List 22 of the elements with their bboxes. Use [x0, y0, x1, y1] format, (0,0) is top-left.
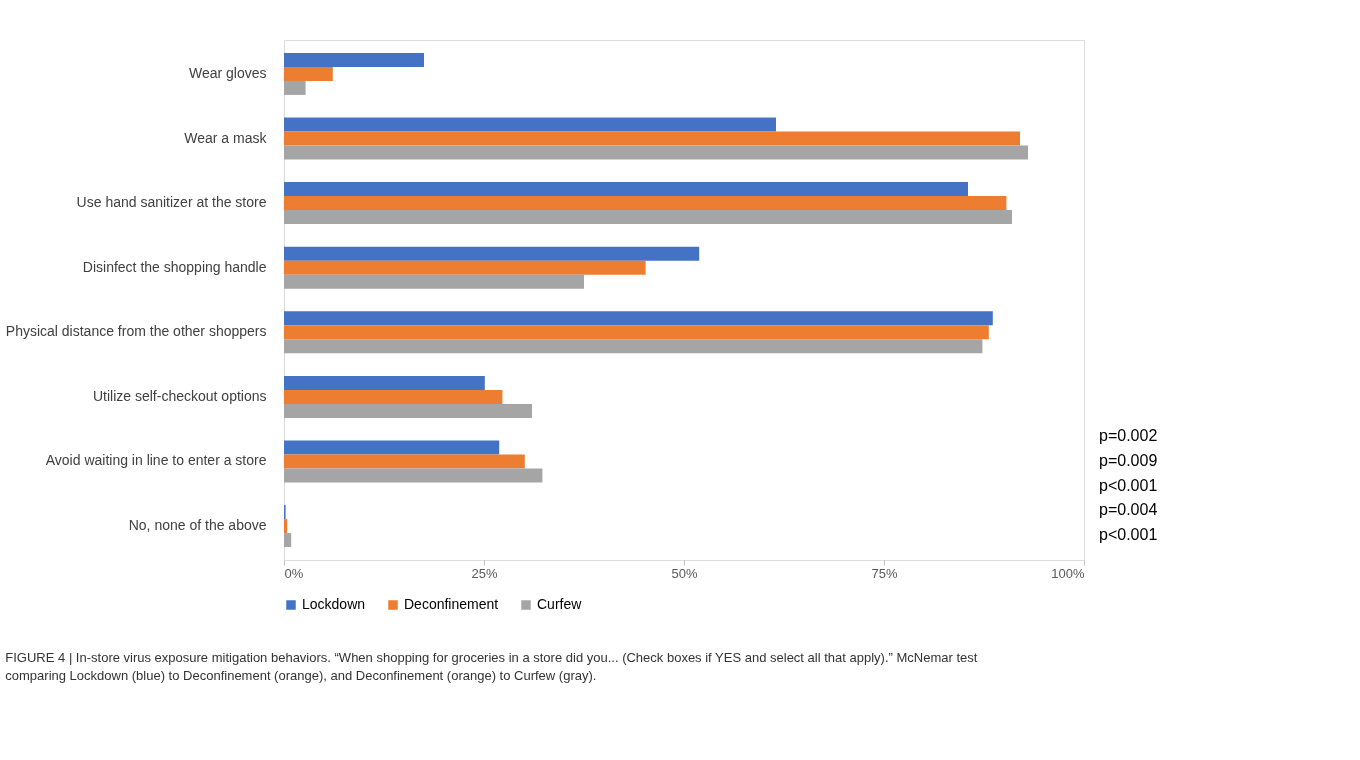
- y-tick-label: Use hand sanitizer at the store: [76, 194, 267, 211]
- y-tick-label: Disinfect the shopping handle: [82, 258, 267, 275]
- text: p<0.001: [1099, 526, 1158, 544]
- y-tick-label: Avoid waiting in line to enter a store: [45, 452, 267, 469]
- y-tick-label: Wear gloves: [188, 64, 267, 81]
- x-tick-label: 50%: [671, 565, 698, 581]
- x-tick-label: 0%: [284, 565, 304, 581]
- y-tick-label: No, none of the above: [128, 517, 267, 534]
- text: p=0.004: [1099, 501, 1158, 519]
- text: p=0.009: [1099, 451, 1158, 469]
- y-tick-label: Physical distance from the other shoppers: [5, 323, 267, 340]
- y-tick-label: Wear a mask: [184, 129, 268, 146]
- x-tick-label: 25%: [471, 565, 498, 581]
- legend-label: Lockdown: [302, 596, 366, 612]
- text: p=0.002: [1099, 427, 1158, 445]
- caption: FIGURE 4 | In-store virus exposure mitigation behaviors. “When shopping for groceries in a store did you... (Check boxes if YES and select all that apply).” McNemar test comparing Lockdown (blue) to Deconfinement (orange), and Deconfinement (orange) to Curfew (gray).: [5, 650, 978, 683]
- legend-label: Curfew: [537, 596, 583, 612]
- legend-label: Deconfinement: [404, 596, 499, 612]
- x-tick-label: 75%: [871, 565, 898, 581]
- x-tick-label: 100%: [1051, 565, 1085, 581]
- text: p<0.001: [1099, 476, 1158, 494]
- y-tick-label: Utilize self-checkout options: [92, 387, 267, 404]
